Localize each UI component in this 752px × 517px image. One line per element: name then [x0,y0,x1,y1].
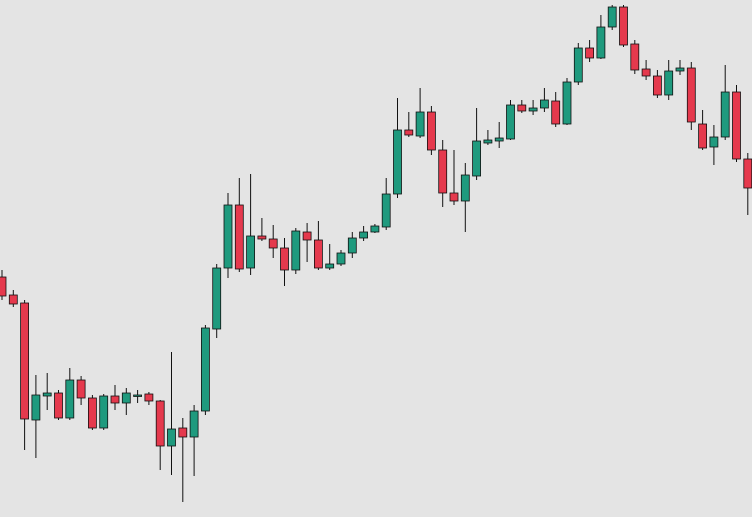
candle-body-up [720,91,730,138]
candle-body-down [438,149,448,194]
candle-body-up [506,104,515,140]
candle-body-down [178,427,188,438]
candle-body-up [460,174,470,202]
candle-body-down [20,302,30,420]
candle-body-down [88,397,97,429]
candle-body-down [551,100,561,125]
candle-body-up [528,107,538,112]
candle-body-down [54,392,63,419]
candle-body-down [0,276,7,297]
candle-body-up [483,139,493,144]
candle-body-up [167,428,176,447]
candle-body-down [732,91,741,160]
candle-body-up [573,47,583,83]
candle-body-down [8,294,18,305]
candle-body-down [280,247,289,271]
candle-body-up [347,237,357,254]
candle-body-up [291,230,301,271]
candle-body-down [517,104,527,112]
candle-body-down [144,393,154,402]
candle-body-up [65,379,75,419]
candle-body-up [200,327,210,412]
candle-body-down [155,400,165,447]
candle-body-up [246,235,256,269]
candle-body-down [110,395,120,404]
candle-body-up [370,225,380,233]
candle-body-up [472,140,482,177]
candle-body-up [494,137,504,142]
candle-body-up [336,252,346,265]
candle-body-down [449,192,459,202]
candle-body-down [743,158,752,189]
candle-body-up [664,70,674,96]
candle-body-up [607,6,617,28]
candle-body-down [426,111,436,151]
candle-body-up [540,99,549,109]
candle-body-up [675,67,685,72]
candle-body-up [31,394,41,421]
candle-body-up [415,111,425,137]
candle-body-up [393,129,402,195]
candle-body-down [234,204,244,270]
candle-body-up [223,204,233,269]
candle-body-up [212,267,222,330]
candle-body-down [619,6,628,46]
candle-body-down [641,68,651,77]
candle-body-down [698,123,707,149]
candle-body-up [381,193,391,228]
candle-body-down [313,239,323,269]
candle-body-up [562,81,572,125]
candle-body-up [596,26,606,59]
candle-body-up [99,395,109,429]
candle-body-down [404,129,414,136]
candle-body-up [325,263,335,269]
candle-body-down [268,238,278,249]
candle-body-down [302,231,312,241]
candle-body-down [630,43,640,71]
candle-body-up [359,231,369,239]
candle-body-up [133,394,143,397]
candle-body-down [585,47,594,59]
candle-body-up [709,136,719,148]
candle-body-up [189,410,199,438]
candle-body-up [42,392,52,397]
candle-body-down [686,67,696,123]
candle-body-down [653,75,662,96]
candle-body-up [121,392,131,404]
candle-body-down [76,379,86,399]
candle-body-down [257,235,267,240]
